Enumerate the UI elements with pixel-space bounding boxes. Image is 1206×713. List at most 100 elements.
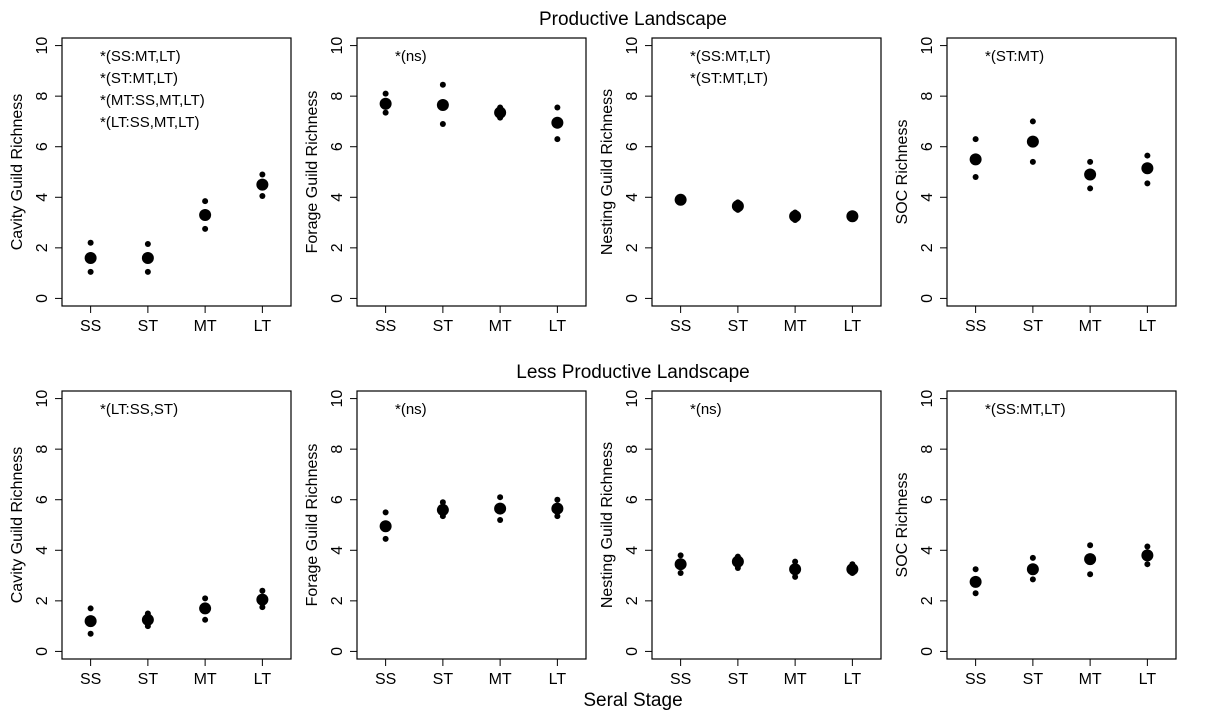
significance-annotation: *(ST:MT,LT) bbox=[690, 70, 768, 87]
lower-bound-point bbox=[792, 573, 799, 580]
significance-annotation: *(ns) bbox=[395, 48, 427, 65]
x-tick-label: ST bbox=[138, 671, 159, 688]
mean-point bbox=[846, 210, 859, 223]
lower-bound-point bbox=[1087, 185, 1094, 192]
y-tick-label: 10 bbox=[329, 37, 346, 55]
mean-point bbox=[674, 193, 687, 206]
x-tick-label: SS bbox=[80, 318, 101, 335]
mean-point bbox=[551, 116, 564, 129]
lower-bound-point bbox=[382, 109, 389, 116]
x-tick-label: MT bbox=[784, 318, 807, 335]
significance-annotation: *(LT:SS,ST) bbox=[100, 401, 178, 418]
y-tick-label: 0 bbox=[34, 647, 51, 656]
y-axis-label: Nesting Guild Richness bbox=[599, 89, 616, 255]
y-tick-label: 0 bbox=[329, 647, 346, 656]
mean-point bbox=[199, 602, 212, 615]
significance-annotation: *(LT:SS,MT,LT) bbox=[100, 114, 199, 131]
plot-frame bbox=[651, 37, 882, 307]
lower-bound-point bbox=[677, 570, 684, 577]
y-tick-label: 4 bbox=[624, 546, 641, 555]
mean-point bbox=[789, 563, 802, 576]
upper-bound-point bbox=[87, 239, 94, 246]
plot-frame bbox=[651, 390, 882, 660]
mean-point bbox=[256, 178, 269, 191]
plot-frame bbox=[356, 390, 587, 660]
x-tick-label: ST bbox=[1023, 671, 1044, 688]
y-axis-label: Cavity Guild Richness bbox=[9, 94, 26, 251]
y-tick-label: 10 bbox=[624, 390, 641, 408]
upper-bound-point bbox=[144, 241, 151, 248]
x-tick-label: LT bbox=[1139, 318, 1157, 335]
x-tick-label: SS bbox=[670, 671, 691, 688]
y-tick-label: 8 bbox=[919, 445, 936, 454]
mean-point bbox=[379, 97, 392, 110]
panel-1-2: 0 2 4 6 8 10 SS ST MT LT Nesting Guild Richness *(n… bbox=[599, 390, 882, 688]
mean-point bbox=[141, 251, 154, 264]
lower-bound-point bbox=[1029, 576, 1036, 583]
y-tick-label: 10 bbox=[624, 37, 641, 55]
y-tick-label: 2 bbox=[34, 243, 51, 252]
upper-bound-point bbox=[972, 136, 979, 143]
y-tick-label: 4 bbox=[329, 546, 346, 555]
y-tick-label: 8 bbox=[329, 92, 346, 101]
x-tick-label: MT bbox=[194, 671, 217, 688]
upper-bound-point bbox=[1144, 543, 1151, 550]
x-tick-label: SS bbox=[375, 318, 396, 335]
upper-bound-point bbox=[677, 552, 684, 559]
significance-annotation: *(SS:MT,LT) bbox=[690, 48, 771, 65]
x-tick-label: ST bbox=[433, 671, 454, 688]
y-tick-label: 2 bbox=[919, 596, 936, 605]
upper-bound-point bbox=[202, 198, 209, 205]
y-tick-label: 0 bbox=[329, 294, 346, 303]
x-tick-label: MT bbox=[489, 318, 512, 335]
y-tick-label: 10 bbox=[919, 390, 936, 408]
upper-bound-point bbox=[1029, 554, 1036, 561]
y-tick-label: 0 bbox=[624, 647, 641, 656]
upper-bound-point bbox=[1087, 158, 1094, 165]
panel-1-1: 0 2 4 6 8 10 SS ST MT LT Forage Guild Richness *(ns… bbox=[304, 390, 587, 688]
mean-point bbox=[84, 615, 97, 628]
mean-point bbox=[674, 558, 687, 571]
lower-bound-point bbox=[259, 193, 266, 200]
mean-point bbox=[1026, 563, 1039, 576]
y-tick-label: 6 bbox=[919, 495, 936, 504]
mean-point bbox=[84, 251, 97, 264]
x-tick-label: SS bbox=[965, 318, 986, 335]
x-tick-label: MT bbox=[489, 671, 512, 688]
lower-bound-point bbox=[87, 268, 94, 275]
lower-bound-point bbox=[439, 120, 446, 127]
significance-annotation: *(MT:SS,MT,LT) bbox=[100, 92, 205, 109]
lower-bound-point bbox=[497, 516, 504, 523]
upper-bound-point bbox=[382, 90, 389, 97]
y-tick-label: 0 bbox=[624, 294, 641, 303]
row-title-less-productive: Less Productive Landscape bbox=[516, 362, 749, 383]
plot-frame bbox=[61, 37, 292, 307]
lower-bound-point bbox=[144, 268, 151, 275]
mean-point bbox=[1141, 549, 1154, 562]
significance-annotation: *(SS:MT,LT) bbox=[100, 48, 181, 65]
lower-bound-point bbox=[1029, 158, 1036, 165]
mean-point bbox=[141, 613, 154, 626]
mean-point bbox=[256, 593, 269, 606]
panel-0-2: 0 2 4 6 8 10 SS ST MT LT Nesting Guild Richness *(S… bbox=[599, 37, 882, 335]
y-tick-label: 0 bbox=[919, 647, 936, 656]
lower-bound-point bbox=[972, 590, 979, 597]
y-axis-label: Forage Guild Richness bbox=[304, 444, 321, 607]
y-tick-label: 4 bbox=[919, 546, 936, 555]
upper-bound-point bbox=[259, 171, 266, 178]
panel-0-3: 0 2 4 6 8 10 SS ST MT LT SOC Richness *(ST:MT) bbox=[894, 37, 1177, 335]
y-tick-label: 10 bbox=[329, 390, 346, 408]
y-axis-label: Forage Guild Richness bbox=[304, 91, 321, 254]
y-tick-label: 10 bbox=[34, 37, 51, 55]
y-axis-label: SOC Richness bbox=[894, 473, 911, 578]
lower-bound-point bbox=[202, 616, 209, 623]
y-tick-label: 2 bbox=[329, 596, 346, 605]
x-tick-label: LT bbox=[844, 671, 862, 688]
plot-frame bbox=[356, 37, 587, 307]
significance-annotation: *(ns) bbox=[690, 401, 722, 418]
x-tick-label: ST bbox=[728, 318, 749, 335]
mean-point bbox=[731, 200, 744, 213]
upper-bound-point bbox=[439, 499, 446, 506]
y-tick-label: 8 bbox=[34, 92, 51, 101]
